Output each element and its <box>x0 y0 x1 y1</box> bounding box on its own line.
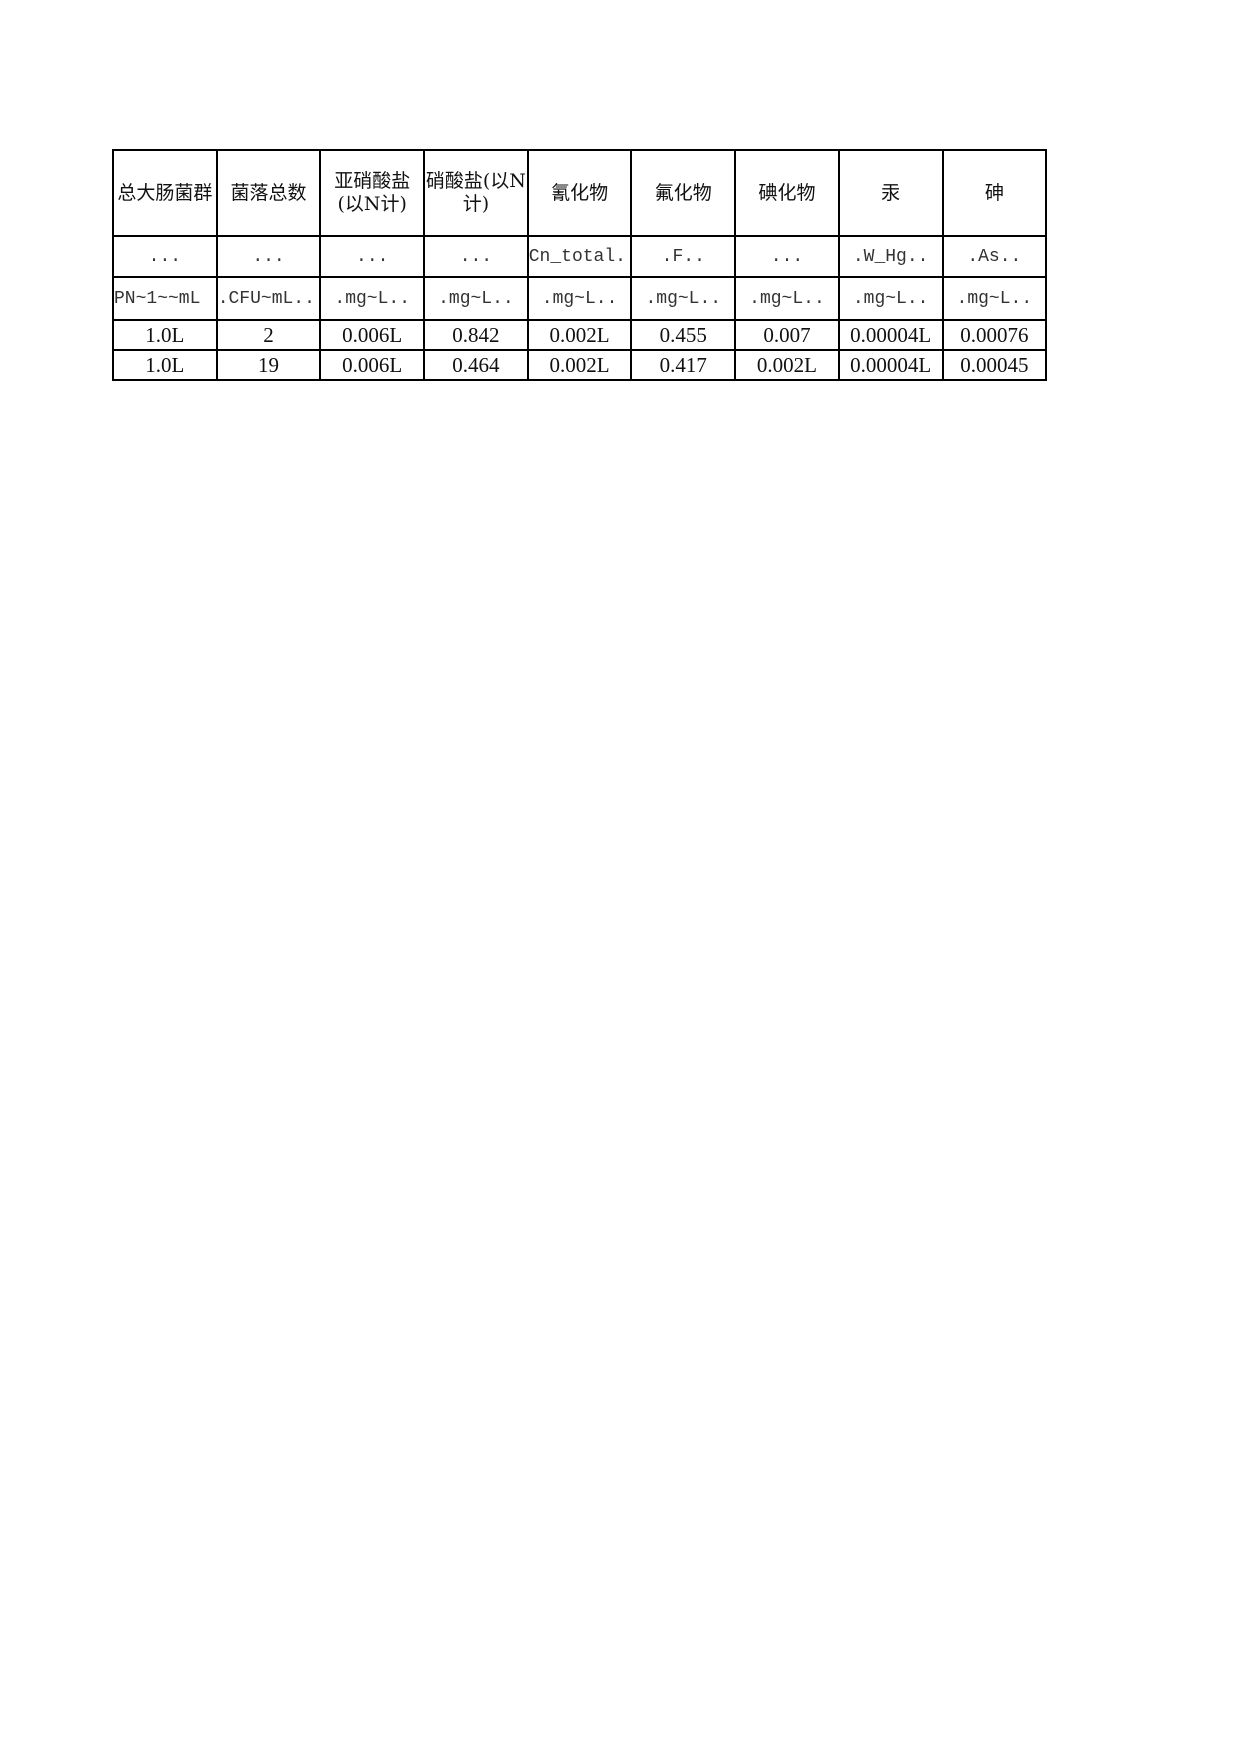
value-cell: 0.002L <box>734 349 840 381</box>
value-cell: 0.842 <box>423 319 529 351</box>
table-row: 1.0L 19 0.006L 0.464 0.002L 0.417 0.002L… <box>112 349 1048 381</box>
unit-cell: .mg~L.. <box>941 276 1048 321</box>
value-cell: 0.464 <box>423 349 529 381</box>
water-quality-table: 总大肠菌群 菌落总数 亚硝酸盐(以N计) 硝酸盐(以N计) 氰化物 氟化物 碘化… <box>112 149 1048 381</box>
code-cell: ... <box>215 235 322 278</box>
unit-cell: .mg~L.. <box>630 276 737 321</box>
header-cell: 氰化物 <box>526 149 633 237</box>
value-cell: 0.002L <box>526 319 633 351</box>
value-cell: 0.006L <box>319 319 426 351</box>
value-cell: 0.002L <box>526 349 633 381</box>
value-cell: 0.00004L <box>837 319 944 351</box>
value-cell: 1.0L <box>112 319 218 351</box>
code-cell: .F.. <box>630 235 737 278</box>
value-cell: 0.00004L <box>837 349 944 381</box>
value-cell: 0.00045 <box>941 349 1048 381</box>
unit-cell: .mg~L.. <box>734 276 840 321</box>
value-cell: 0.006L <box>319 349 426 381</box>
value-cell: 1.0L <box>112 349 218 381</box>
code-cell: ... <box>423 235 529 278</box>
table-row: 1.0L 2 0.006L 0.842 0.002L 0.455 0.007 0… <box>112 319 1048 351</box>
header-cell: 总大肠菌群 <box>112 149 218 237</box>
code-cell: ... <box>112 235 218 278</box>
value-cell: 0.00076 <box>941 319 1048 351</box>
code-cell: .W_Hg.. <box>837 235 944 278</box>
unit-cell: PN~1~~mL <box>112 276 218 321</box>
unit-cell: .CFU~mL.. <box>215 276 322 321</box>
unit-cell: .mg~L.. <box>319 276 426 321</box>
header-cell: 砷 <box>941 149 1048 237</box>
value-cell: 0.455 <box>630 319 737 351</box>
header-cell: 碘化物 <box>734 149 840 237</box>
value-cell: 0.417 <box>630 349 737 381</box>
code-cell: Cn_total. <box>526 235 633 278</box>
header-cell: 氟化物 <box>630 149 737 237</box>
unit-row: PN~1~~mL .CFU~mL.. .mg~L.. .mg~L.. .mg~L… <box>112 276 1048 321</box>
header-cell: 汞 <box>837 149 944 237</box>
header-row: 总大肠菌群 菌落总数 亚硝酸盐(以N计) 硝酸盐(以N计) 氰化物 氟化物 碘化… <box>112 149 1048 237</box>
header-cell: 硝酸盐(以N计) <box>423 149 529 237</box>
header-cell: 亚硝酸盐(以N计) <box>319 149 426 237</box>
value-cell: 19 <box>215 349 322 381</box>
unit-cell: .mg~L.. <box>423 276 529 321</box>
unit-cell: .mg~L.. <box>837 276 944 321</box>
unit-cell: .mg~L.. <box>526 276 633 321</box>
value-cell: 2 <box>215 319 322 351</box>
code-cell: .As.. <box>941 235 1048 278</box>
header-cell: 菌落总数 <box>215 149 322 237</box>
value-cell: 0.007 <box>734 319 840 351</box>
code-cell: ... <box>319 235 426 278</box>
code-row: ... ... ... ... Cn_total. .F.. ... .W_Hg… <box>112 235 1048 278</box>
code-cell: ... <box>734 235 840 278</box>
